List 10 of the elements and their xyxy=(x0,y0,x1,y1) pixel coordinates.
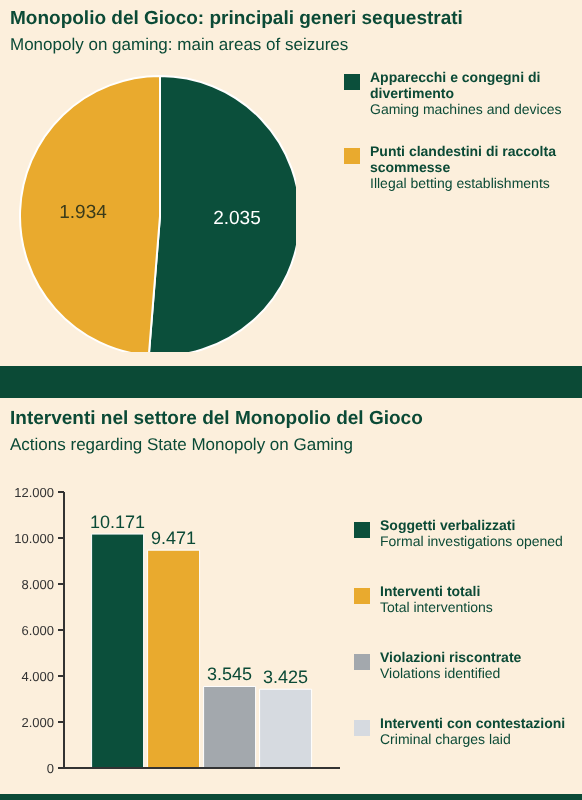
data-label: 9.471 xyxy=(151,528,197,549)
data-label: 3.425 xyxy=(263,667,309,688)
data-label: 1.934 xyxy=(59,201,107,224)
chart-title: Monopolio del Gioco: principali generi sequestrati xyxy=(10,8,463,30)
data-label: 3.545 xyxy=(207,664,253,685)
chart-subtitle: Actions regarding State Monopoly on Gaming xyxy=(10,434,354,454)
chart-title: Interventi nel settore del Monopolio del Gioco xyxy=(10,408,423,430)
data-label: 10.171 xyxy=(90,512,146,533)
data-label: 2.035 xyxy=(213,208,261,231)
chart-subtitle: Monopoly on gaming: main areas of seizures xyxy=(10,34,349,54)
